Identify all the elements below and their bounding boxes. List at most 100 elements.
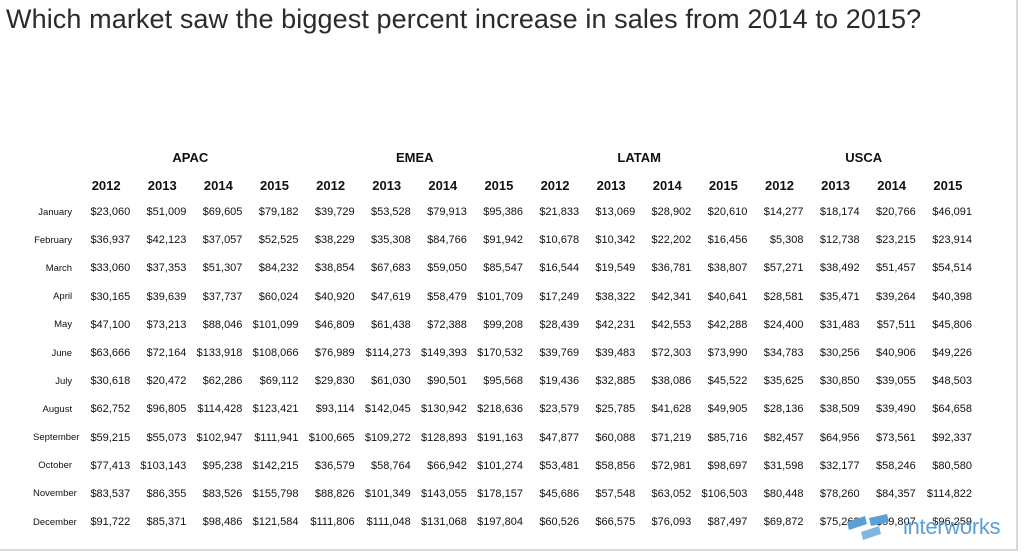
sales-cell: $16,544 xyxy=(539,262,580,275)
sales-cell: $66,942 xyxy=(427,459,467,472)
sales-cell: $38,322 xyxy=(595,290,636,303)
sales-cell: $84,766 xyxy=(427,234,467,247)
sales-cell: $131,068 xyxy=(420,516,467,529)
table-row: June $63,666 $72,164 $133,918 $108,066 $76,98… xyxy=(32,339,976,367)
sales-cell: $61,438 xyxy=(370,318,411,331)
sales-cell: $25,785 xyxy=(595,403,636,416)
sales-cell: $24,400 xyxy=(763,318,804,331)
year-header: 2015 xyxy=(484,178,514,193)
sales-cell: $121,584 xyxy=(252,516,299,529)
sales-cell: $98,697 xyxy=(707,459,748,472)
sales-cell: $36,781 xyxy=(651,262,692,275)
sales-cell: $40,920 xyxy=(314,290,355,303)
sales-cell: $46,091 xyxy=(932,206,972,219)
sales-cell: $32,177 xyxy=(819,459,860,472)
market-header-row: APAC EMEA LATAM USCA xyxy=(32,141,976,173)
sales-cell: $72,303 xyxy=(651,347,692,360)
month-label: December xyxy=(33,516,77,528)
sales-cell: $93,114 xyxy=(315,403,355,416)
sales-cell: $42,341 xyxy=(651,290,692,303)
sales-cell: $101,709 xyxy=(477,290,523,303)
sales-cell: $58,479 xyxy=(427,290,467,303)
logo-text: interworks xyxy=(903,514,1001,539)
sales-cell: $133,918 xyxy=(196,347,243,360)
sales-cell: $103,143 xyxy=(140,459,187,472)
sales-cell: $42,288 xyxy=(707,318,748,331)
sales-cell: $31,598 xyxy=(763,459,804,472)
year-header: 2013 xyxy=(821,178,851,193)
sales-cell: $30,165 xyxy=(90,290,131,303)
sales-cell: $23,215 xyxy=(875,234,916,247)
sales-cell: $67,683 xyxy=(370,262,411,275)
sales-cell: $111,048 xyxy=(366,516,411,529)
sales-cell: $114,428 xyxy=(197,403,243,416)
month-label: October xyxy=(38,460,73,472)
sales-cell: $22,202 xyxy=(651,234,692,247)
sales-cell: $39,483 xyxy=(595,347,636,360)
sales-cell: $30,618 xyxy=(90,375,131,388)
year-header: 2015 xyxy=(708,178,738,193)
sales-cell: $46,809 xyxy=(314,318,355,331)
year-header: 2012 xyxy=(765,178,794,193)
sales-cell: $123,421 xyxy=(252,403,299,416)
sales-cell: $80,580 xyxy=(932,459,972,472)
sales-cell: $84,232 xyxy=(258,262,299,275)
year-header: 2014 xyxy=(203,178,233,193)
sales-cell: $42,553 xyxy=(651,318,692,331)
interworks-logo-icon xyxy=(847,514,889,540)
sales-cell: $88,826 xyxy=(314,487,355,500)
sales-table: APAC EMEA LATAM USCA 2012 2013 2014 2015 2012 201… xyxy=(32,141,976,536)
year-header: 2013 xyxy=(596,178,626,193)
table-row: December $91,722 $85,371 $98,486 $121,584 $11… xyxy=(32,508,976,536)
sales-cell: $20,610 xyxy=(707,206,748,219)
sales-cell: $49,226 xyxy=(932,347,972,360)
sales-cell: $63,052 xyxy=(651,487,692,500)
sales-cell: $42,123 xyxy=(146,234,187,247)
market-header: EMEA xyxy=(395,149,434,165)
page-title: Which market saw the biggest percent inc… xyxy=(6,4,922,34)
sales-cell: $35,625 xyxy=(763,375,804,388)
sales-cell: $79,182 xyxy=(258,206,299,219)
sales-cell: $30,850 xyxy=(819,375,860,388)
sales-cell: $64,956 xyxy=(819,431,860,444)
sales-cell: $130,942 xyxy=(420,403,467,416)
sales-cell: $40,641 xyxy=(707,290,748,303)
sales-cell: $39,490 xyxy=(875,403,916,416)
sales-cell: $178,157 xyxy=(477,487,523,500)
table-row: November $83,537 $86,355 $83,526 $155,798 $88… xyxy=(32,480,976,508)
sales-cell: $102,947 xyxy=(196,431,243,444)
sales-cell: $34,783 xyxy=(763,347,804,360)
sales-cell: $28,581 xyxy=(763,290,804,303)
sales-cell: $38,509 xyxy=(819,403,860,416)
sales-cell: $85,716 xyxy=(707,431,748,444)
sales-cell: $48,503 xyxy=(932,375,972,388)
sales-cell: $73,213 xyxy=(146,318,187,331)
sales-cell: $30,256 xyxy=(819,347,860,360)
sales-cell: $109,272 xyxy=(364,431,411,444)
sales-cell: $106,503 xyxy=(701,487,748,500)
sales-cell: $91,942 xyxy=(483,234,523,247)
sales-cell: $149,393 xyxy=(420,347,467,360)
sales-cell: $96,259 xyxy=(932,516,972,529)
sales-cell: $45,806 xyxy=(932,318,972,331)
sales-cell: $37,057 xyxy=(202,234,243,247)
sales-cell: $19,549 xyxy=(595,262,636,275)
sales-cell: $95,568 xyxy=(483,375,523,388)
sales-cell: $23,914 xyxy=(932,234,972,247)
sales-cell: $58,764 xyxy=(370,459,411,472)
corner-cell xyxy=(32,141,78,173)
month-label: February xyxy=(34,234,73,246)
sales-cell: $96,805 xyxy=(146,403,187,416)
sales-cell: $5,308 xyxy=(769,234,804,247)
sales-cell: $54,514 xyxy=(932,262,972,275)
sales-cell: $84,357 xyxy=(875,487,916,500)
sales-cell: $79,913 xyxy=(427,206,467,219)
sales-cell: $101,349 xyxy=(364,487,411,500)
sales-cell: $33,060 xyxy=(90,262,131,275)
month-label: November xyxy=(33,488,77,500)
table-row: July $30,618 $20,472 $62,286 $69,112 $29,830 $… xyxy=(32,367,976,395)
sales-cell: $37,737 xyxy=(202,290,243,303)
sales-cell: $37,353 xyxy=(146,262,187,275)
sales-cell: $53,528 xyxy=(370,206,411,219)
sales-cell: $38,229 xyxy=(314,234,355,247)
